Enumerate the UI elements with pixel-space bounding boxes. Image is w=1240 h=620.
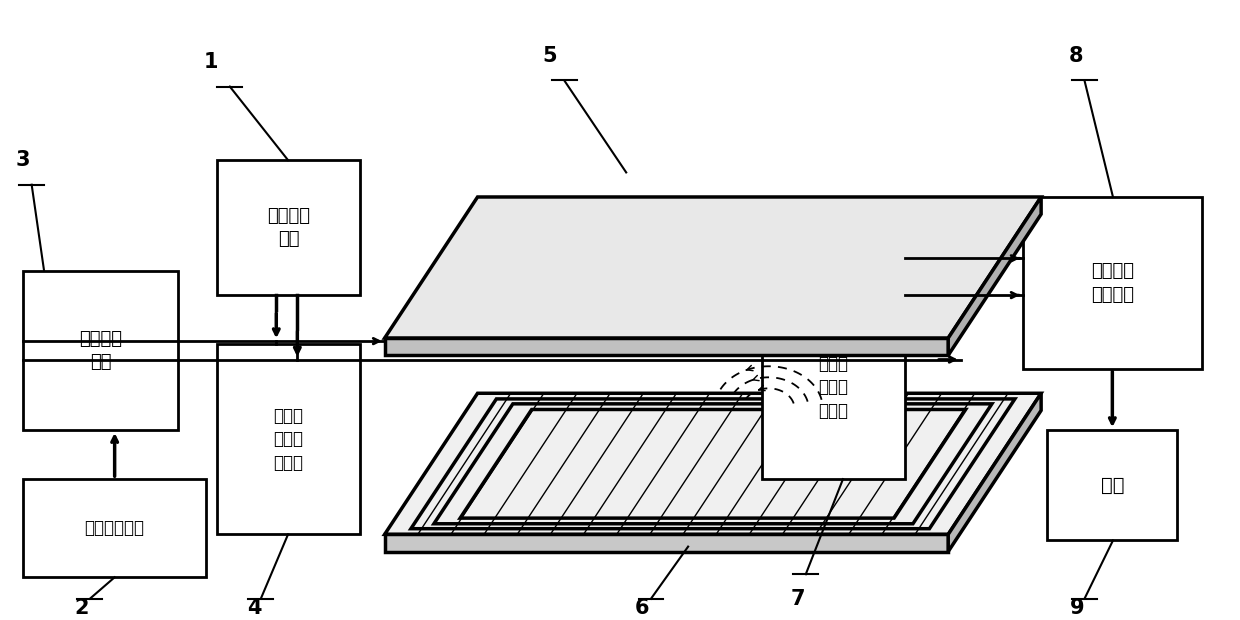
Bar <box>1048 430 1177 541</box>
Text: 5: 5 <box>542 46 557 66</box>
Text: 能量供给
电路: 能量供给 电路 <box>267 207 310 249</box>
Bar <box>24 479 206 577</box>
Text: 线圈驱动
电路: 线圈驱动 电路 <box>79 329 122 371</box>
Polygon shape <box>384 393 1042 534</box>
Polygon shape <box>384 534 949 552</box>
Text: 3: 3 <box>16 150 30 170</box>
Text: 能量接
收侧电
容器组: 能量接 收侧电 容器组 <box>818 355 848 420</box>
Text: 1: 1 <box>205 52 218 72</box>
Bar <box>24 270 177 430</box>
Polygon shape <box>949 197 1042 355</box>
Text: 能量发
射侧电
容器组: 能量发 射侧电 容器组 <box>274 407 304 472</box>
Text: 4: 4 <box>247 598 262 618</box>
Text: 9: 9 <box>1070 598 1084 618</box>
Bar <box>1023 197 1202 369</box>
Polygon shape <box>949 393 1042 552</box>
Text: 谐振控制电路: 谐振控制电路 <box>84 519 145 537</box>
Text: 8: 8 <box>1069 46 1083 66</box>
Polygon shape <box>384 197 1042 338</box>
Bar <box>217 160 360 295</box>
Text: 负载: 负载 <box>1101 476 1125 495</box>
Text: 接收能量
转换电路: 接收能量 转换电路 <box>1091 262 1133 304</box>
Bar <box>763 295 905 479</box>
Text: 7: 7 <box>791 589 806 609</box>
Polygon shape <box>384 338 949 355</box>
Text: 2: 2 <box>74 598 88 618</box>
Text: 6: 6 <box>635 598 650 618</box>
Bar <box>217 344 360 534</box>
